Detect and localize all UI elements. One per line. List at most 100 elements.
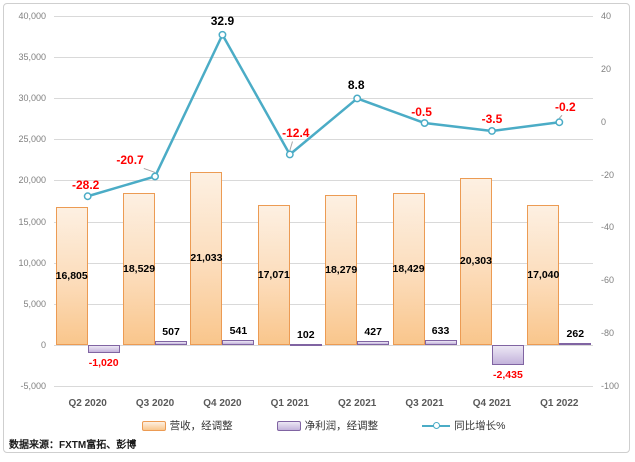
net-profit-value-label: 633	[431, 324, 450, 337]
data-point-marker	[151, 172, 160, 181]
x-axis-label: Q4 2020	[203, 398, 242, 409]
left-axis-tick: 5,000	[23, 298, 46, 309]
data-point-marker	[420, 119, 429, 127]
left-axis-tick: 15,000	[18, 216, 46, 227]
right-axis-tick: -80	[601, 328, 615, 339]
revenue-value-label: 21,033	[190, 252, 223, 265]
yoy-growth-line	[87, 33, 560, 198]
x-axis-label: Q1 2021	[270, 398, 309, 409]
revenue-value-label: 18,279	[325, 263, 358, 276]
right-axis-tick: -60	[601, 275, 615, 286]
legend-item-revenue: 营收，经调整	[141, 418, 233, 433]
x-axis-label: Q1 2022	[540, 398, 579, 409]
revenue-bar	[392, 193, 425, 345]
yoy-value-label: -28.2	[72, 178, 100, 193]
left-axis-tick: 20,000	[18, 175, 46, 186]
revenue-value-label: 18,429	[392, 263, 425, 276]
left-axis-tick: 10,000	[18, 257, 46, 268]
label-leader-line	[558, 114, 563, 119]
legend: 营收，经调整 净利润，经调整 同比增长%	[54, 418, 593, 433]
revenue-bar	[257, 204, 290, 345]
revenue-bar	[55, 206, 88, 345]
yoy-value-label: 8.8	[347, 78, 365, 93]
label-leader-line	[289, 141, 293, 151]
net-profit-bar	[222, 340, 255, 345]
revenue-bar	[190, 171, 223, 345]
data-point-marker	[83, 192, 92, 201]
right-axis-tick: 40	[601, 11, 612, 21]
data-point-marker	[555, 118, 564, 127]
gridline	[54, 57, 593, 59]
net-profit-swatch-icon	[276, 420, 301, 431]
x-axis-label: Q2 2021	[338, 398, 377, 409]
net-profit-bar	[155, 340, 188, 345]
revenue-bar	[527, 204, 560, 345]
revenue-value-label: 17,071	[257, 268, 290, 281]
label-leader-line	[143, 167, 156, 173]
net-profit-value-label: 102	[297, 329, 315, 342]
revenue-value-label: 17,040	[527, 268, 560, 281]
right-axis-tick: -40	[601, 222, 615, 233]
right-axis-tick: -20	[601, 169, 615, 180]
legend-item-net-profit: 净利润，经调整	[276, 418, 379, 433]
x-axis-label: Q3 2020	[135, 398, 175, 409]
legend-label-revenue: 营收，经调整	[169, 420, 233, 432]
yoy-value-label: -3.5	[481, 111, 503, 126]
plot-area: 16,805 -1,020 18,529 507 21,033 541 17,071 102 1…	[54, 13, 593, 387]
x-axis-label: Q3 2021	[405, 398, 444, 409]
yoy-value-label: -20.7	[116, 153, 144, 168]
revenue-bar	[123, 192, 156, 345]
legend-label-yoy-growth: 同比增长%	[454, 420, 506, 432]
left-axis-tick: 25,000	[18, 134, 46, 145]
left-axis-tick: -5,000	[20, 381, 46, 391]
x-axis-label: Q2 2020	[68, 398, 107, 409]
net-profit-bar	[289, 344, 322, 347]
left-axis-tick: 40,000	[18, 11, 46, 21]
right-axis-tick: 0	[601, 116, 607, 127]
net-profit-bar	[357, 341, 390, 345]
revenue-value-label: 16,805	[55, 269, 88, 282]
revenue-swatch-icon	[141, 420, 166, 431]
x-axis-label: Q4 2021	[472, 398, 512, 409]
gridline	[54, 386, 593, 387]
legend-label-net-profit: 净利润，经调整	[304, 420, 379, 432]
gridline	[54, 344, 593, 346]
net-profit-value-label: 507	[162, 325, 180, 338]
gridline	[54, 139, 593, 141]
data-point-marker	[353, 94, 362, 103]
net-profit-bar	[87, 344, 120, 354]
data-point-marker	[285, 150, 294, 159]
yoy-value-label: -12.4	[282, 126, 310, 141]
data-point-marker	[218, 30, 227, 39]
source-note: 数据来源：FXTM富拓、彭博	[9, 440, 137, 451]
yoy-value-label: -0.2	[554, 100, 576, 115]
yoy-line-swatch-icon	[422, 421, 451, 431]
revenue-bar	[459, 177, 492, 345]
net-profit-value-label: -1,020	[88, 357, 119, 370]
net-profit-value-label: -2,435	[493, 368, 523, 381]
net-profit-bar	[424, 339, 457, 345]
yoy-value-label: -0.5	[411, 105, 432, 120]
left-axis-tick: 0	[40, 339, 46, 350]
gridline	[54, 180, 593, 182]
left-axis-tick: 30,000	[18, 93, 46, 104]
left-axis-tick: 35,000	[18, 52, 46, 63]
revenue-value-label: 18,529	[123, 262, 156, 275]
net-profit-bar	[559, 342, 592, 345]
gridline	[54, 98, 593, 100]
net-profit-value-label: 541	[229, 325, 248, 338]
gridline	[54, 221, 593, 223]
gridline	[54, 262, 593, 264]
net-profit-value-label: 427	[364, 326, 382, 339]
data-point-marker	[487, 127, 496, 135]
right-axis-tick: 20	[601, 63, 612, 74]
chart-frame: 40,000 35,000 30,000 25,000 20,000 15,000 10,0…	[3, 3, 630, 453]
gridline	[54, 16, 593, 17]
net-profit-value-label: 262	[566, 327, 585, 340]
legend-item-yoy-growth: 同比增长%	[422, 418, 505, 433]
revenue-value-label: 20,303	[459, 255, 492, 268]
gridline	[54, 303, 593, 305]
yoy-value-label: 32.9	[210, 13, 235, 28]
net-profit-bar	[491, 344, 524, 365]
right-axis-tick: -100	[601, 381, 620, 391]
